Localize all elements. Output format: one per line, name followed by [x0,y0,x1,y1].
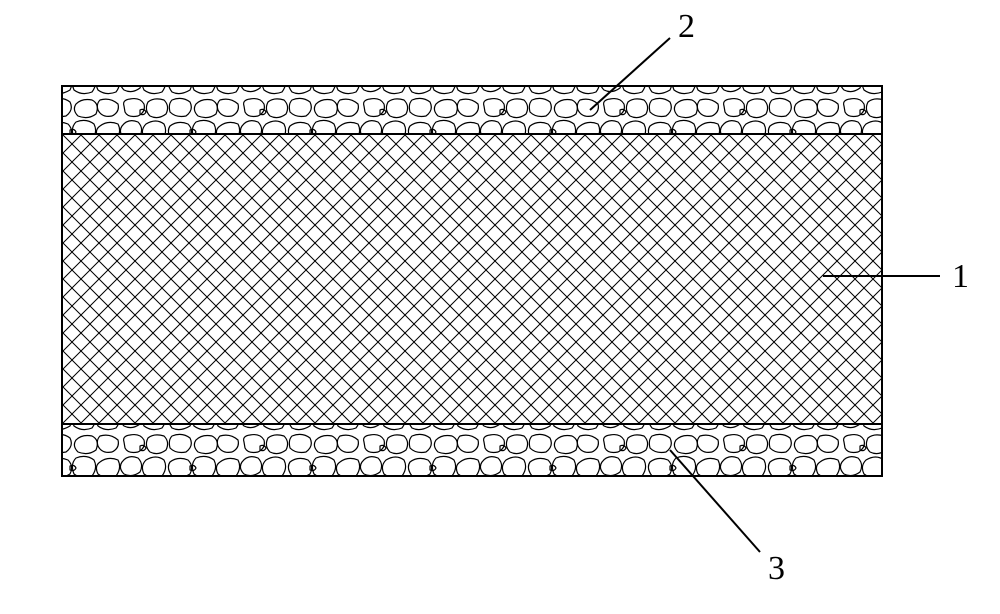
diagram-svg [0,0,1000,614]
label-1: 1 [952,260,969,294]
diagram-canvas: 2 1 3 [0,0,1000,614]
middle-layer [62,134,882,424]
top-layer [62,86,882,134]
label-3: 3 [768,552,785,586]
label-2: 2 [678,10,695,44]
bottom-layer [62,424,882,476]
